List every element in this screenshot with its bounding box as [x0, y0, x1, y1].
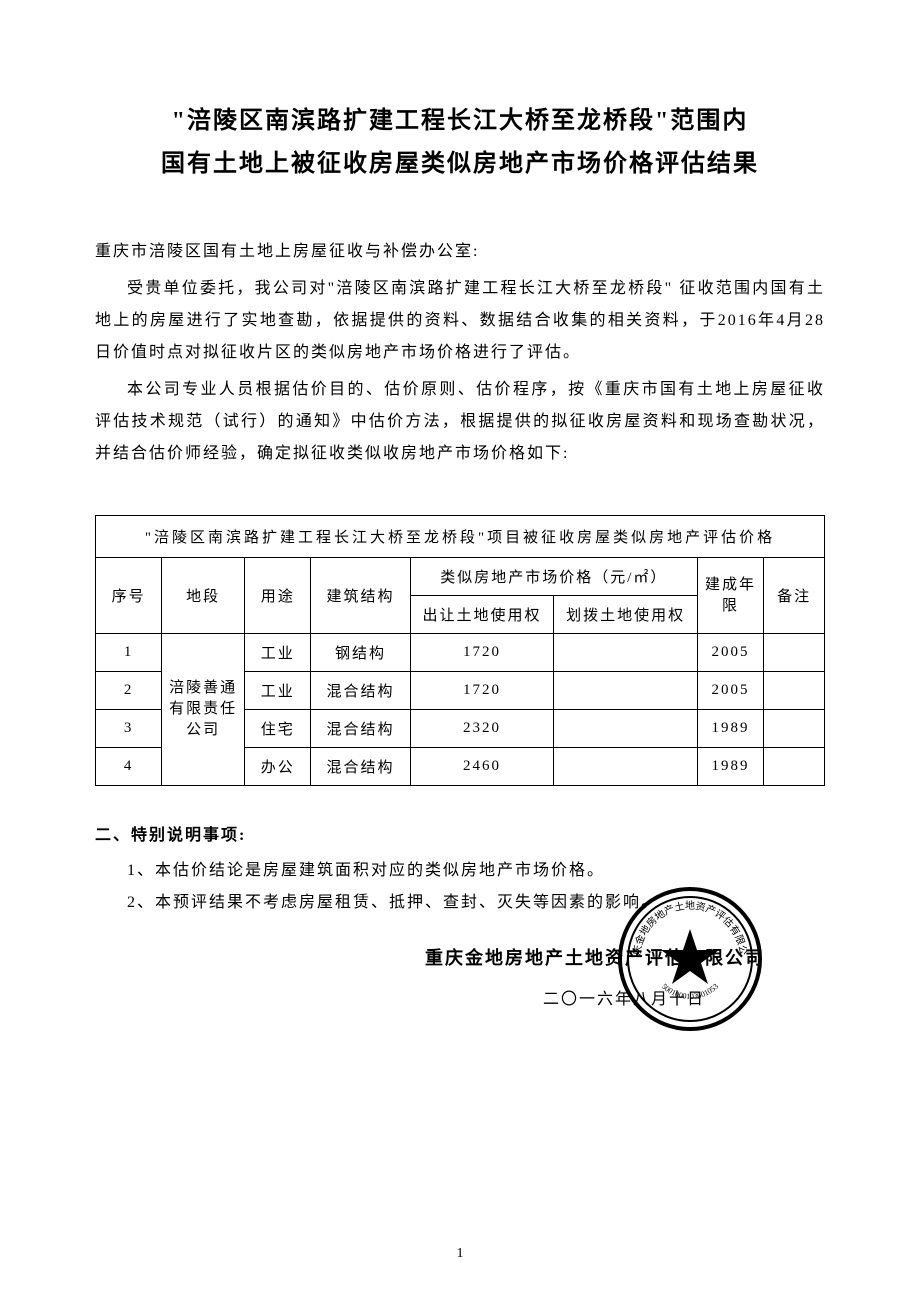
header-note: 备注 — [764, 558, 825, 634]
title-line-1: "涪陵区南滨路扩建工程长江大桥至龙桥段"范围内 — [95, 100, 825, 143]
cell-year: 1989 — [697, 748, 763, 786]
cell-price-allocate — [554, 710, 698, 748]
signature-block: 重庆金地房地产土地资产评估有限公司 二〇一六年八月十日 重庆金地房地产土地资产评… — [95, 944, 825, 1009]
table-caption: "涪陵区南滨路扩建工程长江大桥至龙桥段"项目被征收房屋类似房地产评估价格 — [96, 516, 825, 558]
appraisal-table-container: "涪陵区南滨路扩建工程长江大桥至龙桥段"项目被征收房屋类似房地产评估价格 序号 … — [95, 515, 825, 786]
cell-price-allocate — [554, 634, 698, 672]
header-structure: 建筑结构 — [311, 558, 410, 634]
table-row: 1 涪陵善通有限责任公司 工业 钢结构 1720 2005 — [96, 634, 825, 672]
cell-price-transfer: 2320 — [410, 710, 554, 748]
company-name: 重庆金地房地产土地资产评估有限公司 — [95, 944, 825, 970]
cell-seq: 1 — [96, 634, 162, 672]
cell-year: 2005 — [697, 634, 763, 672]
header-price-allocate: 划拨土地使用权 — [554, 596, 698, 634]
page-number: 1 — [0, 1246, 920, 1262]
header-location: 地段 — [162, 558, 245, 634]
cell-structure: 混合结构 — [311, 710, 410, 748]
cell-structure: 混合结构 — [311, 672, 410, 710]
cell-note — [764, 710, 825, 748]
cell-structure: 混合结构 — [311, 748, 410, 786]
cell-usage: 办公 — [245, 748, 311, 786]
cell-seq: 4 — [96, 748, 162, 786]
signature-date: 二〇一六年八月十日 — [95, 985, 825, 1009]
header-usage: 用途 — [245, 558, 311, 634]
cell-usage: 工业 — [245, 672, 311, 710]
cell-note — [764, 672, 825, 710]
cell-usage: 工业 — [245, 634, 311, 672]
addressee: 重庆市涪陵区国有土地上房屋征收与补偿办公室: — [95, 236, 825, 268]
header-year: 建成年限 — [697, 558, 763, 634]
cell-usage: 住宅 — [245, 710, 311, 748]
header-seq: 序号 — [96, 558, 162, 634]
cell-price-transfer: 1720 — [410, 634, 554, 672]
cell-location-merged: 涪陵善通有限责任公司 — [162, 634, 245, 786]
cell-seq: 3 — [96, 710, 162, 748]
table-header-row-1: 序号 地段 用途 建筑结构 类似房地产市场价格（元/㎡） 建成年限 备注 — [96, 558, 825, 596]
table-caption-row: "涪陵区南滨路扩建工程长江大桥至龙桥段"项目被征收房屋类似房地产评估价格 — [96, 516, 825, 558]
cell-seq: 2 — [96, 672, 162, 710]
title-line-2: 国有土地上被征收房屋类似房地产市场价格评估结果 — [95, 143, 825, 186]
appraisal-table: "涪陵区南滨路扩建工程长江大桥至龙桥段"项目被征收房屋类似房地产评估价格 序号 … — [95, 515, 825, 786]
paragraph-2: 本公司专业人员根据估价目的、估价原则、估价程序，按《重庆市国有土地上房屋征收评估… — [95, 374, 825, 470]
paragraph-1: 受贵单位委托，我公司对"涪陵区南滨路扩建工程长江大桥至龙桥段" 征收范围内国有土… — [95, 273, 825, 369]
header-price-transfer: 出让土地使用权 — [410, 596, 554, 634]
cell-structure: 钢结构 — [311, 634, 410, 672]
cell-price-allocate — [554, 748, 698, 786]
cell-year: 1989 — [697, 710, 763, 748]
document-title: "涪陵区南滨路扩建工程长江大桥至龙桥段"范围内 国有土地上被征收房屋类似房地产市… — [95, 100, 825, 186]
header-price-group: 类似房地产市场价格（元/㎡） — [410, 558, 697, 596]
cell-price-transfer: 1720 — [410, 672, 554, 710]
cell-price-transfer: 2460 — [410, 748, 554, 786]
cell-price-allocate — [554, 672, 698, 710]
cell-note — [764, 748, 825, 786]
note-item: 1、本估价结论是房屋建筑面积对应的类似房地产市场价格。 — [95, 855, 825, 887]
cell-note — [764, 634, 825, 672]
note-item: 2、本预评结果不考虑房屋租赁、抵押、查封、灭失等因素的影响。 — [95, 887, 825, 919]
section-heading: 二、特别说明事项: — [95, 821, 825, 845]
cell-year: 2005 — [697, 672, 763, 710]
